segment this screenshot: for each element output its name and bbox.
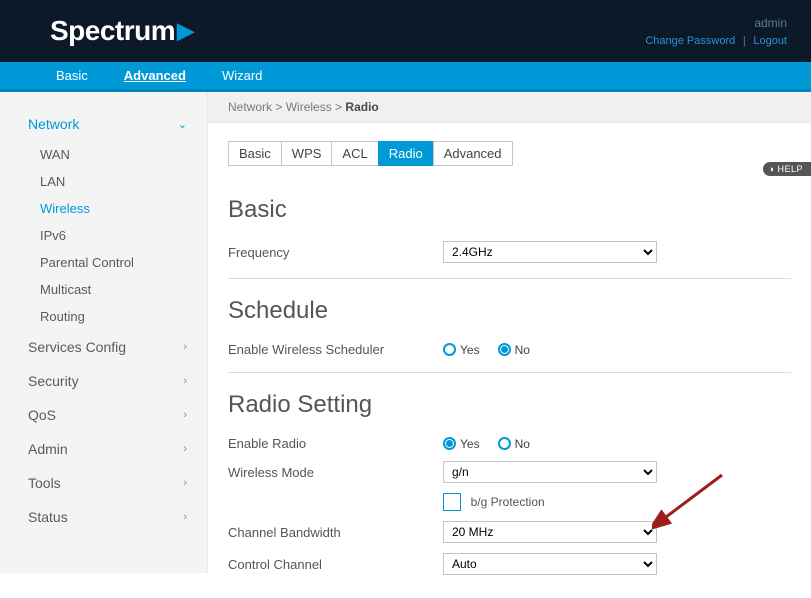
radio-enable-no[interactable]: No <box>498 437 530 451</box>
crumb-radio: Radio <box>345 100 378 114</box>
radio-group-enable-radio: Yes No <box>443 437 530 451</box>
divider <box>228 372 791 373</box>
radio-icon <box>443 343 456 356</box>
sidebar-item-lan[interactable]: LAN <box>28 168 207 195</box>
chevron-right-icon: › <box>183 409 187 421</box>
section-title-schedule: Schedule <box>228 297 791 325</box>
logout-link[interactable]: Logout <box>753 35 787 47</box>
sidebar-group-network[interactable]: Network ⌄ <box>28 107 207 141</box>
sub-tabs: Basic WPS ACL Radio Advanced <box>228 141 791 166</box>
sidebar-group-label: QoS <box>28 407 56 423</box>
radio-icon <box>443 437 456 450</box>
chevron-down-icon: ⌄ <box>178 118 187 131</box>
change-password-link[interactable]: Change Password <box>645 35 735 47</box>
sidebar-group-qos[interactable]: QoS › <box>28 398 207 432</box>
radio-scheduler-no[interactable]: No <box>498 343 530 357</box>
brand-text: Spectrum <box>50 15 175 47</box>
header: Spectrum ▶ admin Change Password | Logou… <box>0 0 811 62</box>
header-right: admin Change Password | Logout <box>645 16 787 47</box>
radio-label: No <box>515 437 530 451</box>
sidebar: Network ⌄ WAN LAN Wireless IPv6 Parental… <box>0 92 208 573</box>
select-frequency[interactable]: 2.4GHz <box>443 241 657 263</box>
sidebar-group-label: Status <box>28 509 68 525</box>
label-channel-bandwidth: Channel Bandwidth <box>228 525 443 540</box>
row-control-channel: Control Channel Auto <box>228 548 791 580</box>
header-username: admin <box>645 16 787 30</box>
sidebar-group-label: Network <box>28 116 79 132</box>
section-title-radio: Radio Setting <box>228 391 791 419</box>
main-tabs: Basic Advanced Wizard <box>0 62 811 92</box>
brand-logo: Spectrum ▶ <box>50 15 194 47</box>
sidebar-group-label: Tools <box>28 475 61 491</box>
row-wireless-mode: Wireless Mode g/n <box>228 456 791 488</box>
sidebar-item-routing[interactable]: Routing <box>28 303 207 330</box>
chevron-right-icon: › <box>183 511 187 523</box>
row-enable-radio: Enable Radio Yes No <box>228 431 791 456</box>
label-enable-radio: Enable Radio <box>228 436 443 451</box>
content: Basic WPS ACL Radio Advanced Basic Frequ… <box>208 123 811 598</box>
subtab-wps[interactable]: WPS <box>281 141 333 166</box>
radio-icon <box>498 343 511 356</box>
radio-label: No <box>515 343 530 357</box>
radio-group-scheduler: Yes No <box>443 343 530 357</box>
section-title-basic: Basic <box>228 196 791 224</box>
checkbox-protection[interactable] <box>443 493 461 511</box>
sidebar-group-tools[interactable]: Tools › <box>28 466 207 500</box>
select-channel-bandwidth[interactable]: 20 MHz <box>443 521 657 543</box>
sidebar-group-security[interactable]: Security › <box>28 364 207 398</box>
label-enable-scheduler: Enable Wireless Scheduler <box>228 342 443 357</box>
select-control-channel[interactable]: Auto <box>443 553 657 575</box>
sidebar-group-label: Security <box>28 373 79 389</box>
link-sep: | <box>743 35 746 47</box>
header-links: Change Password | Logout <box>645 32 787 47</box>
tab-wizard[interactable]: Wizard <box>204 61 280 91</box>
sidebar-item-wireless[interactable]: Wireless <box>28 195 207 222</box>
sidebar-group-label: Admin <box>28 441 68 457</box>
sidebar-group-status[interactable]: Status › <box>28 500 207 534</box>
protection-wrap: b/g Protection <box>443 493 545 511</box>
chevron-right-icon: › <box>183 341 187 353</box>
radio-label: Yes <box>460 343 480 357</box>
breadcrumb: Network > Wireless > Radio <box>208 92 811 123</box>
tab-basic[interactable]: Basic <box>38 61 106 91</box>
subtab-basic[interactable]: Basic <box>228 141 282 166</box>
label-control-channel: Control Channel <box>228 557 443 572</box>
tab-advanced[interactable]: Advanced <box>106 61 204 91</box>
row-protection: b/g Protection <box>228 488 791 516</box>
sidebar-item-multicast[interactable]: Multicast <box>28 276 207 303</box>
sidebar-group-services[interactable]: Services Config › <box>28 330 207 364</box>
radio-icon <box>498 437 511 450</box>
row-frequency: Frequency 2.4GHz <box>228 236 791 268</box>
row-channel-bandwidth: Channel Bandwidth 20 MHz <box>228 516 791 548</box>
crumb-network[interactable]: Network <box>228 100 272 114</box>
select-wireless-mode[interactable]: g/n <box>443 461 657 483</box>
chevron-right-icon: › <box>183 443 187 455</box>
radio-scheduler-yes[interactable]: Yes <box>443 343 480 357</box>
sidebar-group-admin[interactable]: Admin › <box>28 432 207 466</box>
divider <box>228 278 791 279</box>
crumb-wireless[interactable]: Wireless <box>286 100 332 114</box>
sidebar-group-label: Services Config <box>28 339 126 355</box>
sidebar-item-wan[interactable]: WAN <box>28 141 207 168</box>
radio-label: Yes <box>460 437 480 451</box>
label-frequency: Frequency <box>228 245 443 260</box>
subtab-advanced[interactable]: Advanced <box>433 141 513 166</box>
label-wireless-mode: Wireless Mode <box>228 465 443 480</box>
sidebar-item-parental[interactable]: Parental Control <box>28 249 207 276</box>
subtab-radio[interactable]: Radio <box>378 141 434 166</box>
subtab-acl[interactable]: ACL <box>331 141 378 166</box>
chevron-right-icon: › <box>183 375 187 387</box>
row-enable-scheduler: Enable Wireless Scheduler Yes No <box>228 337 791 362</box>
brand-arrow-icon: ▶ <box>177 18 193 44</box>
sidebar-item-ipv6[interactable]: IPv6 <box>28 222 207 249</box>
layout: Network ⌄ WAN LAN Wireless IPv6 Parental… <box>0 92 811 573</box>
label-protection: b/g Protection <box>471 495 545 509</box>
main-area: Network > Wireless > Radio ◑ HELP Basic … <box>208 92 811 573</box>
radio-enable-yes[interactable]: Yes <box>443 437 480 451</box>
chevron-right-icon: › <box>183 477 187 489</box>
